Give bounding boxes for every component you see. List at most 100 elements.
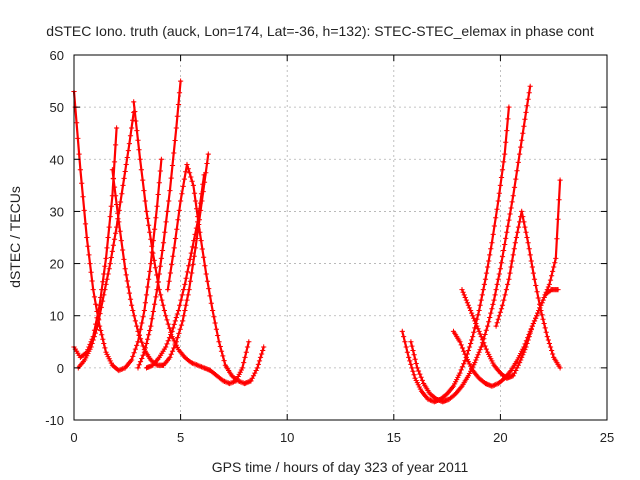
data-point xyxy=(116,207,122,213)
data-point xyxy=(535,295,541,301)
data-point xyxy=(506,104,512,110)
data-point xyxy=(524,340,530,347)
data-point xyxy=(97,311,103,317)
data-point xyxy=(148,261,154,267)
data-point xyxy=(162,229,168,235)
data-point xyxy=(255,361,261,367)
data-point xyxy=(489,240,495,246)
data-point xyxy=(520,214,526,220)
data-point xyxy=(508,205,514,211)
data-point xyxy=(533,315,539,321)
data-point xyxy=(515,362,521,368)
data-point xyxy=(155,279,161,285)
data-point xyxy=(519,208,525,214)
data-point xyxy=(414,365,420,371)
data-point xyxy=(197,229,203,235)
data-point xyxy=(114,125,120,131)
data-point xyxy=(478,297,484,303)
data-point xyxy=(496,313,502,319)
data-point xyxy=(184,297,190,303)
data-point xyxy=(410,347,416,354)
data-point xyxy=(495,316,501,322)
data-point xyxy=(168,175,174,181)
data-point xyxy=(524,103,530,109)
data-point xyxy=(142,198,148,204)
data-point xyxy=(487,314,493,321)
data-point xyxy=(494,206,500,212)
data-point xyxy=(406,354,412,360)
data-point xyxy=(461,348,467,354)
data-point xyxy=(491,297,497,303)
data-point xyxy=(521,123,527,129)
series-line xyxy=(401,106,510,403)
data-point xyxy=(510,193,516,199)
data-point xyxy=(140,177,146,183)
data-point xyxy=(410,368,416,374)
data-point xyxy=(415,368,422,374)
data-point xyxy=(125,148,131,154)
data-point xyxy=(411,352,417,358)
data-point xyxy=(482,276,489,282)
data-point xyxy=(515,159,521,165)
data-point xyxy=(554,236,560,242)
data-point xyxy=(510,252,516,258)
data-point xyxy=(480,287,486,293)
series-sat13 xyxy=(493,208,563,371)
data-point xyxy=(513,176,519,182)
data-point xyxy=(399,328,405,334)
data-point xyxy=(489,306,495,312)
data-point xyxy=(514,168,520,174)
data-point xyxy=(184,161,190,168)
data-point xyxy=(469,337,475,343)
data-point xyxy=(187,170,193,176)
data-point xyxy=(529,264,535,270)
x-axis-label: GPS time / hours of day 323 of year 2011 xyxy=(212,459,469,475)
data-point xyxy=(98,304,104,310)
data-point xyxy=(181,287,187,293)
data-point xyxy=(188,360,194,366)
data-point xyxy=(527,252,533,258)
data-point xyxy=(515,224,522,230)
series-line xyxy=(132,100,250,385)
data-point xyxy=(148,236,154,242)
data-point xyxy=(197,200,203,206)
data-point xyxy=(535,310,541,316)
data-point xyxy=(472,318,478,324)
data-point xyxy=(135,137,141,143)
data-point xyxy=(156,271,162,277)
data-point xyxy=(468,340,474,347)
data-point xyxy=(497,309,503,315)
series-sat9 xyxy=(399,104,512,405)
data-point xyxy=(178,198,184,204)
data-point xyxy=(476,349,482,355)
data-point xyxy=(160,302,166,308)
data-point xyxy=(457,370,463,376)
data-point xyxy=(132,346,138,352)
data-point xyxy=(176,330,182,336)
data-point xyxy=(141,188,147,194)
data-point xyxy=(169,328,175,334)
series-line xyxy=(166,163,265,385)
data-point xyxy=(170,253,176,259)
data-point xyxy=(470,334,476,340)
data-point xyxy=(130,353,136,359)
data-point xyxy=(242,354,248,360)
data-point xyxy=(171,345,177,351)
data-point xyxy=(101,340,107,347)
data-point xyxy=(239,365,245,371)
data-point xyxy=(100,298,106,304)
data-point xyxy=(194,206,200,212)
data-point xyxy=(76,151,82,157)
data-point xyxy=(505,223,511,229)
data-point xyxy=(196,209,202,216)
data-point xyxy=(150,308,156,315)
data-point xyxy=(137,359,144,365)
data-point xyxy=(180,318,186,324)
data-point xyxy=(179,191,185,197)
data-point xyxy=(403,344,409,350)
data-point xyxy=(547,344,554,350)
data-point xyxy=(172,318,178,324)
x-tick-label: 0 xyxy=(70,430,77,445)
data-point xyxy=(178,297,184,303)
data-point xyxy=(190,182,196,188)
